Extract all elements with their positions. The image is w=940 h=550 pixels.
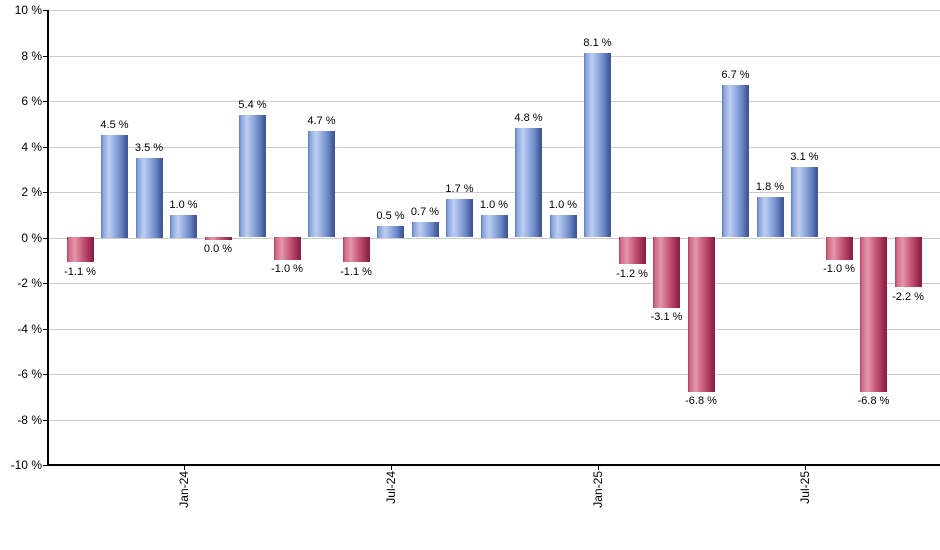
bar-value-label: 6.7 % bbox=[721, 69, 750, 82]
bar-negative bbox=[342, 237, 370, 263]
y-axis-tick bbox=[43, 374, 47, 375]
x-tick-label: Jan-25 bbox=[590, 471, 605, 508]
y-axis-tick bbox=[43, 10, 47, 11]
x-axis bbox=[47, 464, 940, 466]
bar-positive bbox=[239, 114, 266, 238]
bar-positive bbox=[480, 214, 508, 238]
bar-value-label: -6.8 % bbox=[685, 395, 717, 408]
y-tick-label: 4 % bbox=[21, 139, 42, 154]
bar-positive bbox=[722, 85, 749, 238]
y-axis-tick bbox=[43, 146, 47, 148]
bar-value-label: 1.7 % bbox=[445, 182, 474, 195]
bar-positive bbox=[135, 157, 163, 238]
y-tick-label: 0 % bbox=[21, 230, 42, 245]
bar-value-label: 3.5 % bbox=[134, 141, 164, 154]
y-tick-label: 10 % bbox=[14, 3, 42, 17]
y-axis-tick bbox=[43, 465, 47, 466]
bar-value-label: -3.1 % bbox=[650, 311, 683, 324]
y-tick-label: -2 % bbox=[17, 276, 42, 290]
gridline bbox=[48, 192, 940, 193]
bar-positive bbox=[791, 166, 818, 238]
bar-negative bbox=[618, 237, 646, 265]
x-tick-label: Jul-24 bbox=[383, 471, 398, 504]
bar-value-label: 1.0 % bbox=[548, 198, 578, 211]
gridline bbox=[48, 10, 940, 11]
bar-value-label: 4.8 % bbox=[514, 112, 543, 125]
bar-value-label: -1.0 % bbox=[271, 263, 303, 276]
bar-positive bbox=[515, 128, 542, 238]
bar-value-label: 5.4 % bbox=[238, 98, 267, 111]
gridline bbox=[48, 237, 940, 239]
gridline bbox=[48, 283, 940, 284]
y-axis-tick bbox=[43, 283, 47, 284]
bar-value-label: 3.1 % bbox=[790, 150, 819, 163]
gridline bbox=[48, 101, 940, 102]
y-axis-tick bbox=[43, 192, 47, 193]
bar-negative bbox=[687, 237, 715, 392]
bar-value-label: -2.2 % bbox=[892, 290, 924, 303]
bar-value-label: 4.5 % bbox=[100, 119, 129, 132]
bar-value-label: -1.0 % bbox=[823, 263, 855, 276]
y-tick-label: -6 % bbox=[17, 367, 42, 381]
bar-value-label: -1.1 % bbox=[64, 265, 96, 278]
bar-value-label: 0.0 % bbox=[203, 243, 233, 255]
bar-negative bbox=[653, 237, 680, 308]
bar-positive bbox=[756, 196, 784, 238]
y-tick-label: -4 % bbox=[17, 321, 42, 336]
bar-positive bbox=[377, 226, 404, 238]
bar-value-label: 0.5 % bbox=[376, 210, 405, 223]
bar-value-label: 0.7 % bbox=[410, 205, 440, 218]
gridline bbox=[48, 419, 940, 421]
y-tick-label: 2 % bbox=[21, 185, 42, 199]
y-axis-tick bbox=[43, 419, 47, 421]
y-axis-tick bbox=[43, 328, 47, 330]
y-tick-label: -10 % bbox=[10, 458, 42, 472]
y-axis-tick bbox=[43, 237, 47, 239]
bar-positive bbox=[446, 198, 473, 238]
x-axis-tick bbox=[804, 465, 806, 470]
gridline bbox=[48, 328, 940, 330]
bar-negative bbox=[825, 237, 853, 260]
bar-negative bbox=[894, 237, 922, 288]
bar-positive bbox=[549, 214, 577, 238]
y-tick-label: 6 % bbox=[21, 94, 42, 108]
bar-negative bbox=[204, 237, 232, 240]
bar-value-label: 8.1 % bbox=[583, 37, 612, 50]
bar-positive bbox=[308, 130, 335, 238]
x-axis-tick bbox=[183, 465, 185, 470]
bar-value-label: -1.1 % bbox=[340, 265, 372, 278]
bar-value-label: 1.8 % bbox=[755, 180, 785, 193]
y-tick-label: 8 % bbox=[21, 48, 42, 63]
bar-positive bbox=[411, 221, 439, 238]
y-axis-tick bbox=[43, 55, 47, 57]
gridline bbox=[48, 146, 940, 148]
bar-positive bbox=[170, 214, 197, 238]
x-axis-tick bbox=[597, 465, 599, 470]
x-tick-label: Jul-25 bbox=[797, 471, 812, 504]
bar-positive bbox=[584, 53, 611, 238]
gridline bbox=[48, 374, 940, 375]
x-axis-tick bbox=[390, 465, 392, 470]
bar-value-label: 4.7 % bbox=[307, 114, 336, 127]
y-axis-tick bbox=[43, 101, 47, 102]
bar-value-label: 1.0 % bbox=[479, 198, 509, 211]
gridline bbox=[48, 55, 940, 57]
bar-value-label: -1.2 % bbox=[616, 267, 648, 280]
bar-value-label: -6.8 % bbox=[857, 395, 890, 408]
y-tick-label: -8 % bbox=[17, 412, 42, 427]
bar-value-label: 1.0 % bbox=[169, 198, 198, 211]
x-tick-label: Jan-24 bbox=[176, 471, 191, 508]
bar-negative bbox=[273, 237, 301, 260]
y-axis bbox=[47, 10, 49, 465]
bar-negative bbox=[66, 237, 94, 263]
bar-negative bbox=[860, 237, 887, 392]
bar-positive bbox=[101, 135, 128, 238]
